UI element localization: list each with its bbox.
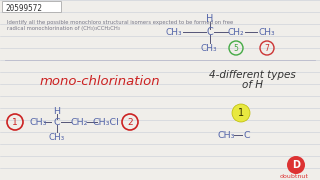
Text: doubtnut: doubtnut (280, 174, 308, 179)
Text: C: C (207, 27, 213, 37)
Text: D: D (292, 160, 300, 170)
Text: 7: 7 (265, 44, 269, 53)
Text: radical monochlorination of (CH₃)₃CCH₂CH₃: radical monochlorination of (CH₃)₃CCH₂CH… (7, 26, 120, 31)
Text: CH₃Cl: CH₃Cl (92, 118, 119, 127)
Text: CH₂: CH₂ (70, 118, 88, 127)
Text: 5: 5 (234, 44, 238, 53)
FancyBboxPatch shape (3, 1, 61, 12)
Text: Identify all the possible monochloro structural isomers expected to be formed on: Identify all the possible monochloro str… (7, 20, 233, 25)
Circle shape (287, 156, 305, 174)
Text: CH₃: CH₃ (166, 28, 182, 37)
Text: 1: 1 (238, 108, 244, 118)
Text: C: C (244, 130, 250, 140)
Text: of H: of H (242, 80, 262, 90)
Text: C: C (54, 118, 60, 127)
Text: CH₃: CH₃ (201, 44, 217, 53)
Text: H: H (53, 107, 60, 116)
Text: 2: 2 (127, 118, 133, 127)
Text: CH₃: CH₃ (217, 130, 235, 140)
Text: 4-different types: 4-different types (209, 70, 295, 80)
Text: 1: 1 (12, 118, 18, 127)
Text: CH₂: CH₂ (228, 28, 244, 37)
Text: CH₃: CH₃ (49, 132, 65, 141)
Text: H: H (206, 14, 214, 24)
Text: 20599572: 20599572 (5, 4, 42, 13)
Text: mono-chlorination: mono-chlorination (40, 75, 160, 87)
Text: CH₃: CH₃ (30, 118, 47, 127)
Text: CH₃: CH₃ (259, 28, 275, 37)
Circle shape (232, 104, 250, 122)
